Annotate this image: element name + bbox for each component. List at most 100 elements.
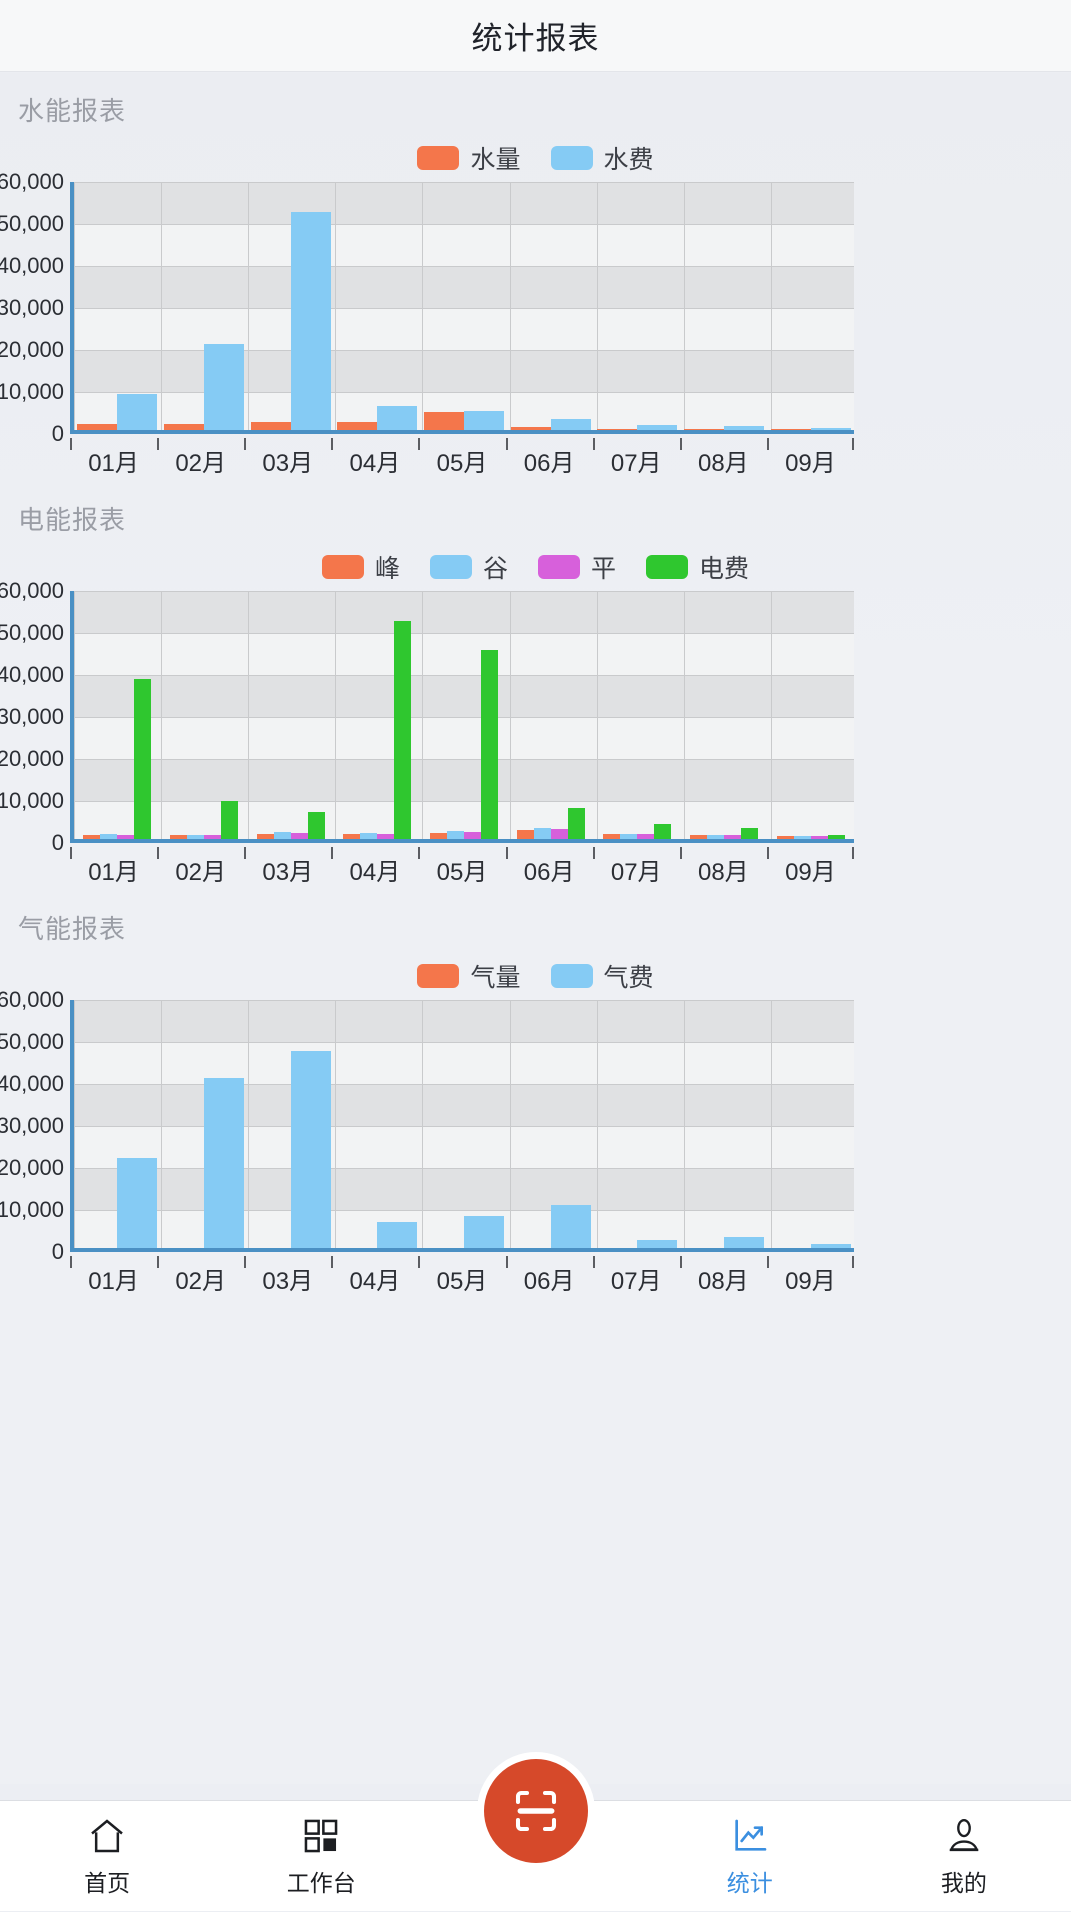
bar[interactable] [464, 1216, 505, 1248]
bar[interactable] [724, 1237, 765, 1248]
bar[interactable] [187, 834, 204, 839]
bar-group[interactable] [334, 1000, 421, 1248]
bar-group[interactable] [594, 182, 681, 430]
bar[interactable] [684, 428, 725, 430]
bar[interactable] [447, 831, 465, 839]
bar[interactable] [377, 405, 418, 430]
bar[interactable] [810, 1244, 851, 1248]
bar-group[interactable] [421, 591, 508, 839]
tab-statistics[interactable]: 统计 [643, 1801, 857, 1912]
bar[interactable] [377, 833, 395, 839]
bar[interactable] [430, 832, 448, 839]
legend-item[interactable]: 谷 [429, 549, 508, 585]
bar[interactable] [637, 1240, 678, 1248]
bar[interactable] [100, 834, 118, 839]
bar[interactable] [250, 422, 291, 430]
bar[interactable] [724, 426, 765, 430]
bar[interactable] [77, 424, 118, 430]
tab-home[interactable]: 首页 [0, 1801, 214, 1912]
bar[interactable] [117, 394, 158, 430]
bar-group[interactable] [681, 182, 768, 430]
bar[interactable] [776, 836, 794, 839]
bar[interactable] [117, 1157, 158, 1248]
bar[interactable] [424, 412, 465, 430]
chart-gas[interactable]: 0 10,000 20,000 30,000 40,000 50,000 60,000 01月… [0, 987, 1071, 1300]
bar[interactable] [550, 1205, 591, 1248]
legend-item[interactable]: 峰 [321, 549, 400, 585]
chart-water[interactable]: 0 10,000 20,000 30,000 40,000 50,000 60,000 01月… [0, 169, 1071, 482]
bar[interactable] [134, 679, 152, 839]
bar-group[interactable] [594, 1000, 681, 1248]
bar-group[interactable] [334, 591, 421, 839]
bar-group[interactable] [161, 1000, 248, 1248]
bar[interactable] [597, 428, 638, 430]
bar[interactable] [707, 835, 725, 839]
bar[interactable] [481, 650, 499, 839]
bar[interactable] [290, 832, 308, 839]
bar[interactable] [810, 836, 828, 839]
bar[interactable] [204, 1077, 244, 1248]
bar-group[interactable] [74, 1000, 161, 1248]
bar[interactable] [83, 835, 101, 839]
bar[interactable] [637, 424, 678, 430]
bar-group[interactable] [161, 591, 248, 839]
legend-item[interactable]: 气费 [550, 958, 654, 994]
bar[interactable] [510, 427, 551, 430]
bar-group[interactable] [247, 182, 334, 430]
bar-group[interactable] [247, 1000, 334, 1248]
bar[interactable] [793, 836, 811, 839]
bar[interactable] [690, 835, 708, 839]
bar[interactable] [204, 343, 244, 430]
bar[interactable] [343, 833, 361, 839]
bar-group[interactable] [767, 182, 854, 430]
bar[interactable] [204, 835, 221, 839]
bar[interactable] [567, 807, 585, 839]
bar[interactable] [256, 833, 274, 839]
legend-item[interactable]: 电费 [646, 549, 749, 585]
legend-item[interactable]: 平 [538, 549, 616, 585]
bar[interactable] [164, 423, 204, 430]
tab-scan[interactable] [428, 1759, 642, 1912]
bar-group[interactable] [507, 1000, 594, 1248]
bar[interactable] [550, 419, 591, 430]
tab-workbench[interactable]: 工作台 [214, 1801, 428, 1912]
bar-group[interactable] [161, 182, 248, 430]
bar[interactable] [290, 211, 331, 430]
bar-group[interactable] [74, 182, 161, 430]
bar[interactable] [337, 422, 378, 430]
bar[interactable] [360, 833, 378, 839]
bar[interactable] [724, 835, 742, 839]
bar-group[interactable] [421, 1000, 508, 1248]
chart-power[interactable]: 0 10,000 20,000 30,000 40,000 50,000 60,000 01月… [0, 578, 1071, 891]
bar[interactable] [533, 828, 551, 839]
bar-group[interactable] [681, 591, 768, 839]
bar-group[interactable] [507, 182, 594, 430]
bar-group[interactable] [247, 591, 334, 839]
bar[interactable] [827, 835, 845, 839]
bar[interactable] [637, 833, 655, 839]
bar[interactable] [464, 410, 505, 430]
bar[interactable] [516, 830, 534, 839]
bar-group[interactable] [334, 182, 421, 430]
legend-item[interactable]: 水费 [550, 140, 654, 176]
bar[interactable] [394, 620, 412, 839]
bar-group[interactable] [767, 1000, 854, 1248]
bar-group[interactable] [681, 1000, 768, 1248]
bar-group[interactable] [421, 182, 508, 430]
tab-mine[interactable]: 我的 [857, 1801, 1071, 1912]
bar[interactable] [603, 834, 621, 839]
bar[interactable] [550, 829, 568, 839]
bar[interactable] [464, 831, 482, 839]
bar[interactable] [810, 428, 851, 430]
bar-group[interactable] [767, 591, 854, 839]
bar-group[interactable] [594, 591, 681, 839]
bar[interactable] [221, 801, 238, 839]
bar[interactable] [307, 811, 325, 839]
scan-fab-button[interactable] [483, 1759, 588, 1863]
bar[interactable] [770, 429, 811, 430]
bar[interactable] [377, 1221, 418, 1248]
legend-item[interactable]: 气量 [417, 958, 521, 994]
bar-group[interactable] [507, 591, 594, 839]
bar[interactable] [273, 832, 291, 839]
bar[interactable] [117, 835, 135, 839]
